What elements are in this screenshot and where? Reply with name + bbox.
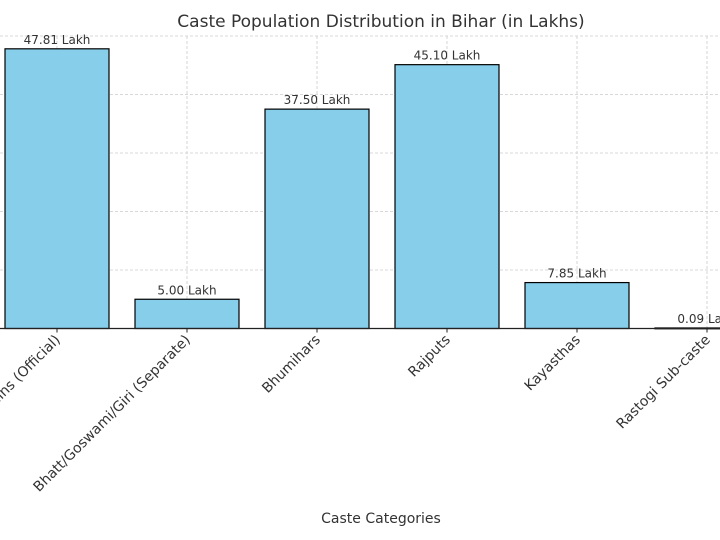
data-label: 45.10 Lakh [414, 49, 481, 63]
x-tick-label: Kayasthas [522, 332, 584, 394]
x-tick-label: Rajputs [405, 332, 453, 380]
x-ticks: Brahmins (Official)Bhatt/Goswami/Giri (S… [0, 328, 714, 495]
data-label: 0.09 Lakh [677, 312, 720, 326]
x-tick-label: Rastogi Sub-caste [613, 332, 713, 432]
bar [264, 108, 370, 330]
bars [4, 48, 720, 330]
data-labels: 47.81 Lakh 5.00 Lakh 37.50 Lakh 45.10 Lakh 7… [24, 33, 720, 326]
bar [4, 48, 110, 330]
x-tick-label: Bhatt/Goswami/Giri (Separate) [31, 332, 194, 495]
data-label: 37.50 Lakh [284, 93, 351, 107]
bar [524, 281, 630, 330]
x-tick-label: Bhumihars [259, 332, 324, 397]
bar [394, 64, 500, 330]
x-tick-label: Brahmins (Official) [0, 332, 64, 436]
data-label: 7.85 Lakh [547, 267, 606, 281]
data-label: 5.00 Lakh [157, 283, 216, 297]
data-label: 47.81 Lakh [24, 33, 91, 47]
chart-title: Caste Population Distribution in Bihar (… [177, 12, 584, 32]
bar [134, 298, 240, 330]
x-axis-label: Caste Categories [321, 511, 441, 527]
